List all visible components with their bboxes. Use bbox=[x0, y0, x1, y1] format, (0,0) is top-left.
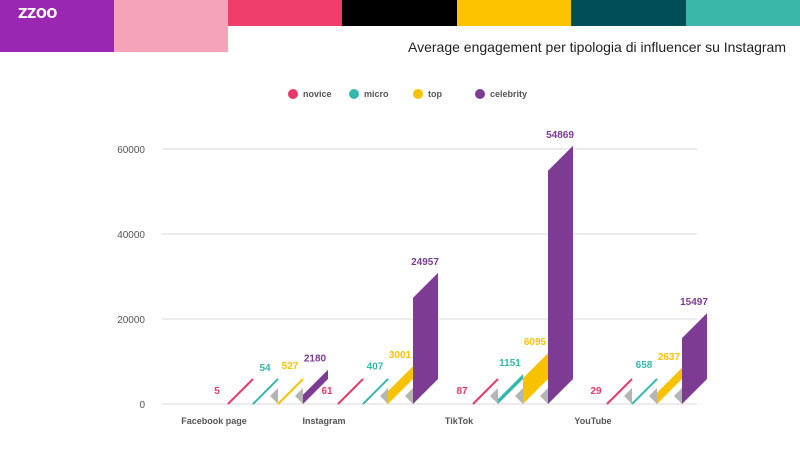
category-label-tiktok: TikTok bbox=[445, 416, 474, 426]
data-label-instagram-top: 3001 bbox=[389, 350, 412, 361]
y-tick-label-40000: 40000 bbox=[117, 230, 145, 241]
y-tick-label-20000: 20000 bbox=[117, 315, 145, 326]
logo-block: ZZOO bbox=[0, 0, 114, 52]
bar-youtube-top-shadow bbox=[649, 388, 657, 404]
brand-stripe-pink bbox=[228, 0, 342, 26]
data-label-youtube-micro: 658 bbox=[636, 360, 653, 371]
category-label-instagram: Instagram bbox=[302, 416, 345, 426]
bar-youtube-celebrity bbox=[682, 313, 707, 404]
y-tick-label-60000: 60000 bbox=[117, 145, 145, 156]
bar-instagram-celebrity bbox=[413, 272, 438, 404]
data-label-youtube-celebrity: 15497 bbox=[680, 297, 708, 308]
brand-stripe-teal-dark bbox=[571, 0, 686, 26]
brand-stripe-black bbox=[342, 0, 457, 26]
bar-instagram-top-shadow bbox=[380, 388, 388, 404]
chart-title: Average engagement per tipologia di infl… bbox=[408, 39, 786, 55]
pink-block bbox=[114, 0, 228, 52]
legend-label-celebrity: celebrity bbox=[490, 89, 527, 99]
data-label-youtube-top: 2637 bbox=[658, 352, 681, 363]
data-label-instagram-novice: 61 bbox=[321, 386, 333, 397]
legend-marker-celebrity bbox=[475, 89, 485, 99]
legend-label-top: top bbox=[428, 89, 442, 99]
data-label-instagram-micro: 407 bbox=[367, 361, 384, 372]
bar-tiktok-top-shadow bbox=[515, 388, 523, 404]
bar-facebook-page-top bbox=[277, 378, 304, 405]
bar-facebook-page-micro bbox=[252, 378, 279, 405]
bar-youtube-micro-shadow bbox=[624, 388, 632, 404]
legend-label-micro: micro bbox=[364, 89, 389, 99]
bar-instagram-celebrity-shadow bbox=[405, 388, 413, 404]
data-label-tiktok-micro: 1151 bbox=[499, 358, 521, 369]
legend-label-novice: novice bbox=[303, 89, 332, 99]
data-label-facebook-page-top: 527 bbox=[282, 361, 299, 372]
legend-marker-top bbox=[413, 89, 423, 99]
bar-tiktok-micro bbox=[498, 374, 523, 404]
bar-youtube-top bbox=[657, 367, 682, 404]
category-label-youtube: YouTube bbox=[574, 416, 611, 426]
data-label-tiktok-top: 6095 bbox=[524, 337, 547, 348]
bar-instagram-top bbox=[388, 366, 413, 404]
bar-instagram-novice bbox=[337, 378, 364, 405]
bar-facebook-page-novice bbox=[227, 378, 254, 405]
data-label-facebook-page-micro: 54 bbox=[259, 363, 271, 374]
brand-stripe-yellow bbox=[457, 0, 571, 26]
y-tick-label-0: 0 bbox=[139, 400, 145, 411]
bar-youtube-micro bbox=[631, 378, 658, 405]
bar-tiktok-celebrity-shadow bbox=[540, 388, 548, 404]
brand-stripe-teal-light bbox=[686, 0, 800, 26]
data-label-facebook-page-celebrity: 2180 bbox=[304, 354, 327, 365]
legend-marker-novice bbox=[288, 89, 298, 99]
bar-tiktok-micro-shadow bbox=[490, 388, 498, 404]
bar-tiktok-novice bbox=[472, 378, 499, 405]
category-label-facebook-page: Facebook page bbox=[181, 416, 247, 426]
bar-instagram-micro bbox=[362, 378, 389, 405]
bar-youtube-novice bbox=[606, 378, 633, 405]
bar-facebook-page-celebrity bbox=[303, 369, 328, 404]
legend-marker-micro bbox=[349, 89, 359, 99]
brand-color-bar bbox=[0, 0, 800, 26]
bar-facebook-page-top-shadow bbox=[270, 388, 278, 404]
bar-youtube-celebrity-shadow bbox=[674, 388, 682, 404]
data-label-instagram-celebrity: 24957 bbox=[411, 257, 439, 268]
bar-tiktok-celebrity bbox=[548, 145, 573, 404]
data-label-youtube-novice: 29 bbox=[590, 386, 602, 397]
bar-facebook-page-celebrity-shadow bbox=[295, 388, 303, 404]
data-label-tiktok-celebrity: 54869 bbox=[546, 130, 574, 141]
data-label-tiktok-novice: 87 bbox=[456, 386, 468, 397]
data-label-facebook-page-novice: 5 bbox=[214, 386, 220, 397]
bar-tiktok-top bbox=[523, 353, 548, 404]
